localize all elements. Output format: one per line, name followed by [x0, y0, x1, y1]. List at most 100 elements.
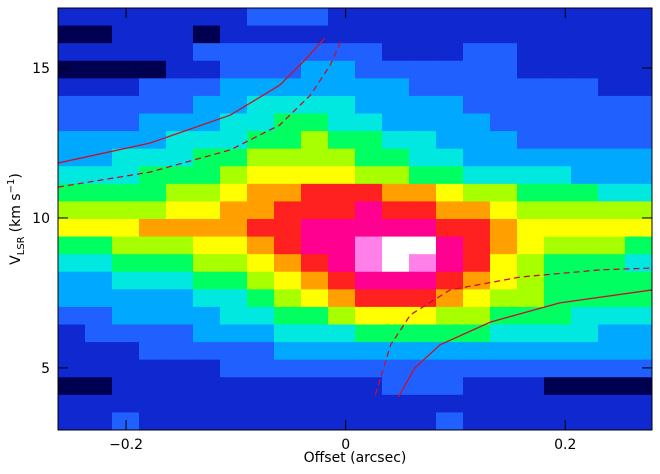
heatmap-cell: [193, 324, 221, 343]
heatmap-cell: [193, 236, 221, 255]
heatmap-cell: [85, 60, 113, 79]
heatmap-cell: [463, 236, 491, 255]
heatmap-cell: [301, 201, 329, 220]
heatmap-cell: [247, 60, 275, 79]
heatmap-cell: [544, 289, 572, 308]
heatmap-cell: [382, 254, 410, 273]
heatmap-cell: [571, 359, 599, 378]
heatmap-cell: [328, 289, 356, 308]
heatmap-cell: [517, 377, 545, 396]
heatmap-cell: [355, 183, 383, 202]
heatmap-cell: [463, 412, 491, 431]
heatmap-cell: [625, 289, 653, 308]
heatmap-cell: [436, 201, 464, 220]
heatmap-cell: [409, 359, 437, 378]
heatmap-cell: [625, 254, 653, 273]
heatmap-cell: [247, 306, 275, 325]
heatmap-cell: [193, 377, 221, 396]
heatmap-cell: [382, 412, 410, 431]
heatmap-cell: [247, 43, 275, 62]
curves: [57, 37, 653, 398]
heatmap-cell: [355, 113, 383, 132]
heatmap-cell: [220, 78, 248, 97]
heatmap-cell: [463, 324, 491, 343]
heatmap-cell: [247, 95, 275, 114]
heatmap-cell: [598, 289, 626, 308]
heatmap-cell: [598, 148, 626, 167]
heatmap-cell: [463, 166, 491, 185]
heatmap-cell: [382, 359, 410, 378]
heatmap-cell: [301, 60, 329, 79]
heatmap-cell: [112, 359, 140, 378]
heatmap-cell: [274, 183, 302, 202]
heatmap-cell: [355, 131, 383, 150]
heatmap-cell: [598, 342, 626, 361]
heatmap-cell: [598, 25, 626, 44]
heatmap-cell: [85, 113, 113, 132]
heatmap-cell: [328, 148, 356, 167]
heatmap-cell: [274, 131, 302, 150]
heatmap-cell: [328, 166, 356, 185]
heatmap-cell: [112, 201, 140, 220]
heatmap-cell: [571, 148, 599, 167]
heatmap-cell: [274, 95, 302, 114]
heatmap-cell: [247, 78, 275, 97]
heatmap-cell: [166, 201, 194, 220]
heatmap-cell: [139, 148, 167, 167]
heatmap-cell: [112, 25, 140, 44]
heatmap-cell: [625, 60, 653, 79]
heatmap-cell: [274, 43, 302, 62]
heatmap-cell: [247, 359, 275, 378]
heatmap-cell: [544, 254, 572, 273]
heatmap-cell: [544, 219, 572, 238]
heatmap-cell: [274, 289, 302, 308]
heatmap-cell: [58, 8, 86, 27]
heatmap-cell: [301, 342, 329, 361]
heatmap-cell: [193, 78, 221, 97]
heatmap-cell: [625, 43, 653, 62]
heatmap-cell: [247, 166, 275, 185]
heatmap-cell: [328, 342, 356, 361]
heatmap-cell: [274, 25, 302, 44]
heatmap-cell: [85, 166, 113, 185]
heatmap-cell: [220, 236, 248, 255]
heatmap-cell: [598, 324, 626, 343]
heatmap-cell: [220, 377, 248, 396]
heatmap-cell: [220, 113, 248, 132]
heatmap-cell: [490, 236, 518, 255]
heatmap-cell: [85, 183, 113, 202]
heatmap-cell: [463, 113, 491, 132]
heatmap-cell: [139, 219, 167, 238]
heatmap-cell: [436, 359, 464, 378]
heatmap-cell: [85, 254, 113, 273]
heatmap-cell: [112, 131, 140, 150]
heatmap-cell: [571, 8, 599, 27]
heatmap-cell: [517, 8, 545, 27]
heatmap-cell: [382, 113, 410, 132]
heatmap-cell: [58, 359, 86, 378]
heatmap-cell: [193, 183, 221, 202]
heatmap-cell: [220, 289, 248, 308]
heatmap-cell: [355, 359, 383, 378]
heatmap-cell: [301, 359, 329, 378]
heatmap-cell: [409, 412, 437, 431]
heatmap-cell: [544, 166, 572, 185]
y-tick-label: 15: [32, 61, 50, 77]
heatmap-cell: [382, 377, 410, 396]
heatmap-cell: [409, 43, 437, 62]
heatmap-cell: [220, 219, 248, 238]
heatmap-cell: [517, 166, 545, 185]
heatmap-cell: [598, 236, 626, 255]
heatmap-cell: [166, 113, 194, 132]
heatmap-cell: [571, 95, 599, 114]
heatmap-cell: [382, 95, 410, 114]
heatmap-cell: [58, 394, 86, 413]
heatmap-cell: [274, 412, 302, 431]
heatmap-cell: [274, 201, 302, 220]
x-tick-label: 0: [341, 437, 350, 453]
heatmap-cell: [274, 148, 302, 167]
heatmap-cell: [301, 377, 329, 396]
heatmap-cell: [463, 359, 491, 378]
heatmap-cell: [58, 201, 86, 220]
heatmap-cell: [571, 78, 599, 97]
